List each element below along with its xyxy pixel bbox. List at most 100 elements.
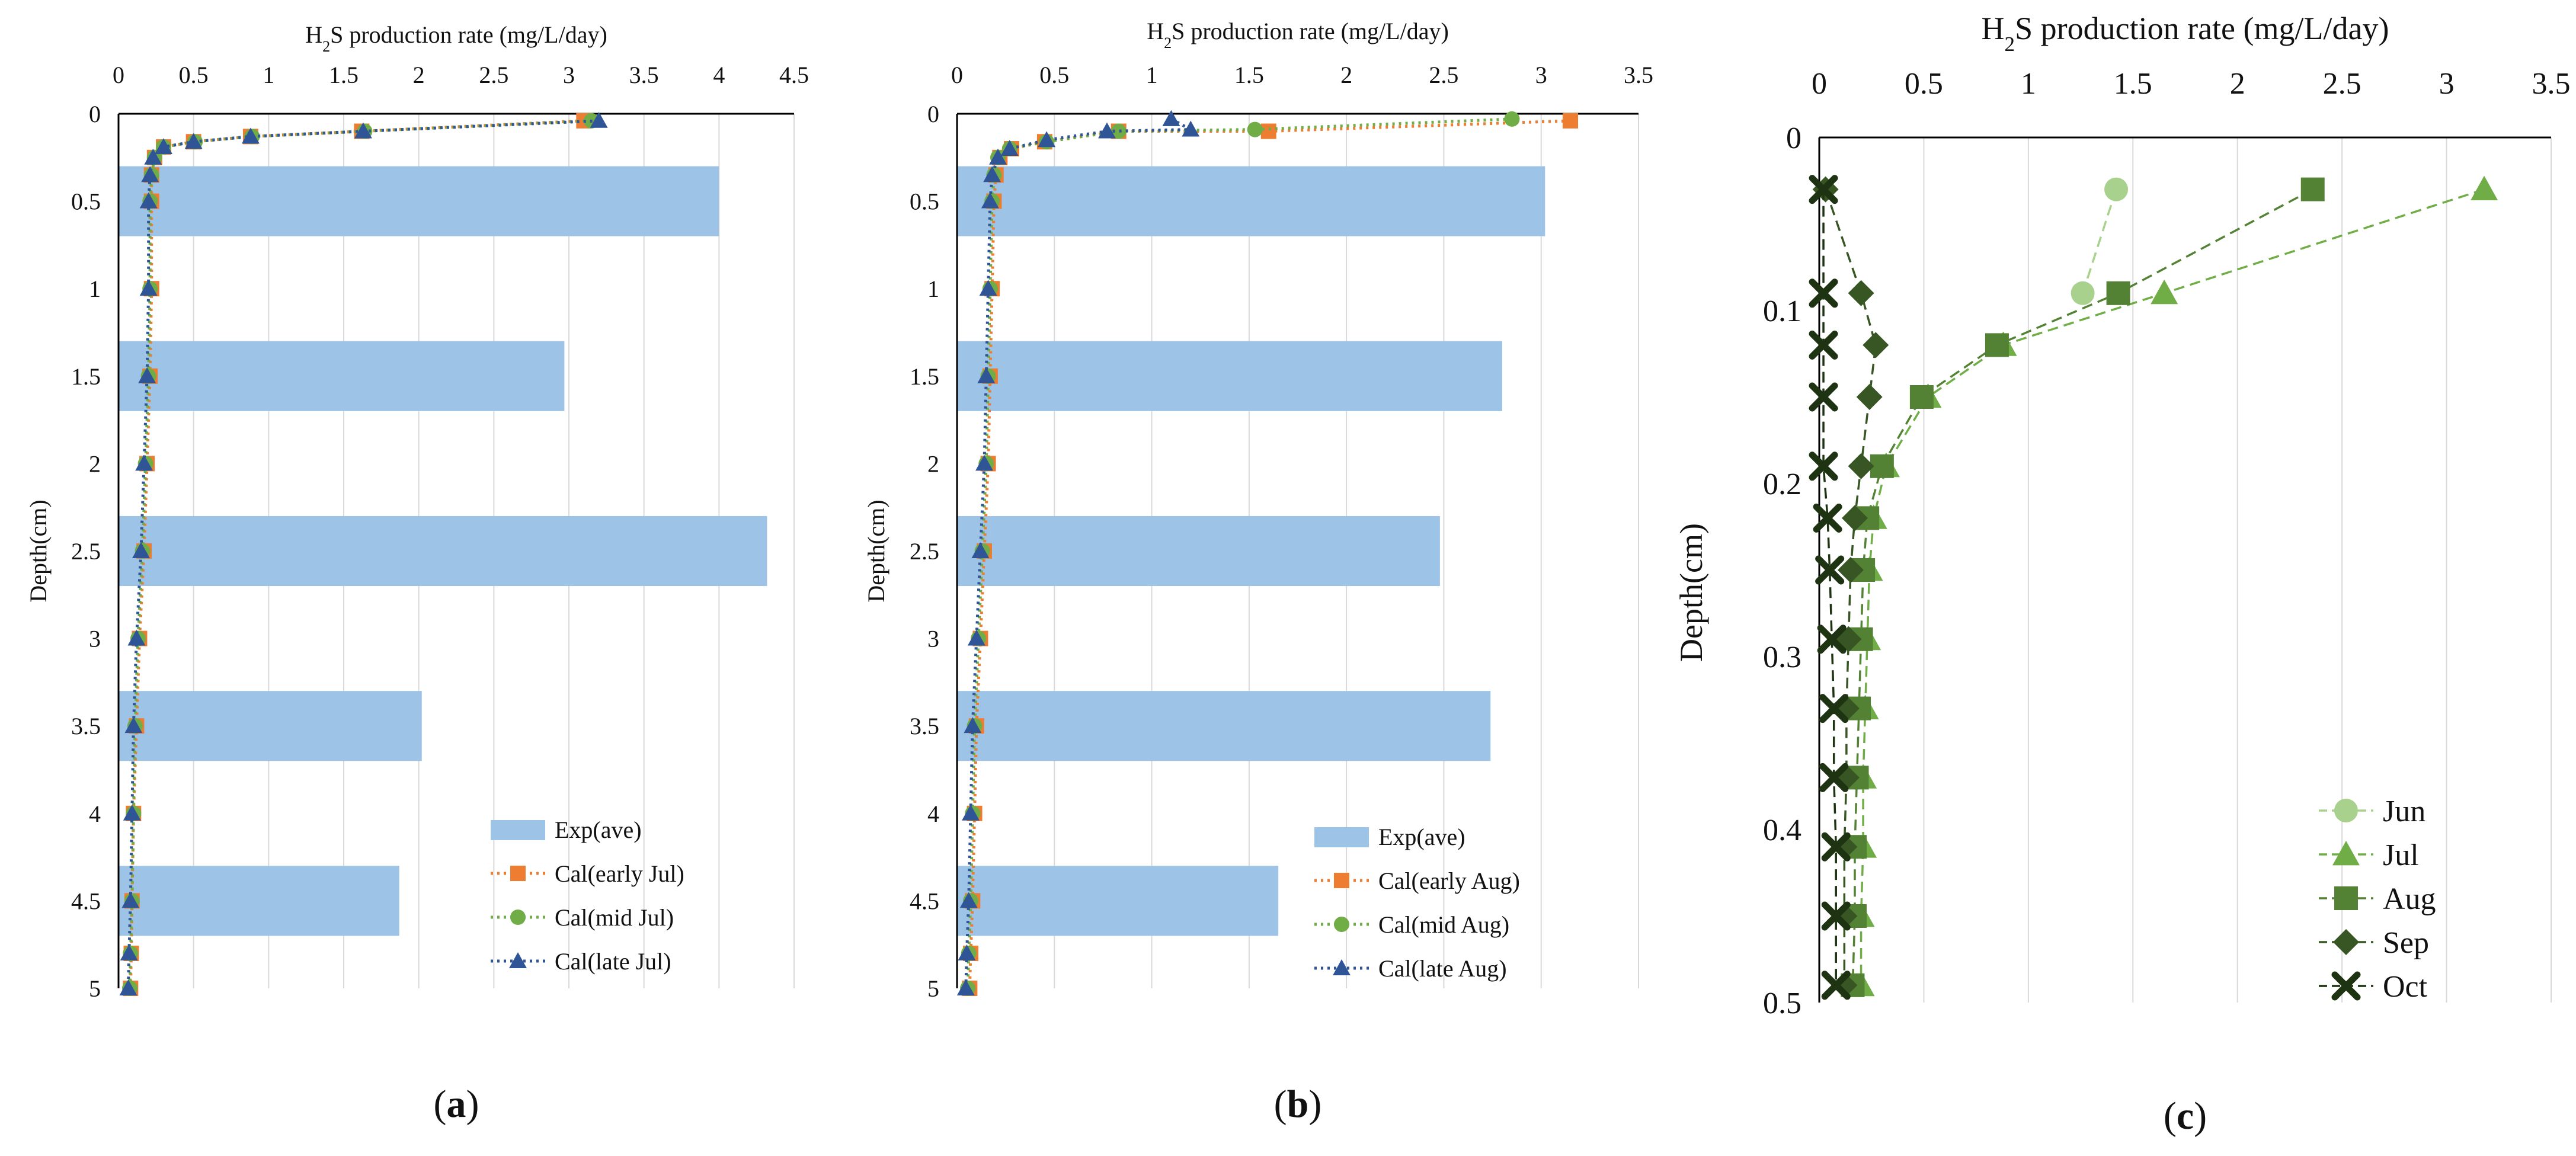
chart-title: H2S production rate (mg/L/day) xyxy=(1147,18,1449,52)
legend-label: Cal(mid Jul) xyxy=(555,904,674,931)
exp-bar xyxy=(957,515,1440,587)
data-point xyxy=(2300,177,2325,201)
data-point xyxy=(1817,625,1847,654)
data-point xyxy=(971,542,990,558)
data-point xyxy=(959,892,978,908)
y-tick-label: 3 xyxy=(89,626,101,652)
y-tick-label: 4.5 xyxy=(910,888,939,914)
exp-bar xyxy=(119,866,399,936)
data-point xyxy=(135,454,153,471)
data-point xyxy=(2471,175,2498,200)
legend: Jun Jul Aug Sep Oct xyxy=(2319,795,2436,1004)
panel-c: 0 0.5 1 1.5 2 2.5 3 3.5 0 0.1 0.2 0.3 0.4 0.5 H2S prod… xyxy=(1673,11,2571,1138)
x-tick-label: 1.5 xyxy=(1234,62,1264,88)
data-point xyxy=(962,804,980,821)
y-axis-label: Depth(cm) xyxy=(1673,523,1709,662)
y-axis-label: Depth(cm) xyxy=(25,499,52,602)
exp-bar xyxy=(119,691,422,761)
legend-marker xyxy=(2332,841,2360,866)
data-point xyxy=(2106,281,2130,305)
x-tick-label: 3.5 xyxy=(1624,62,1653,88)
data-point xyxy=(354,122,372,139)
data-point xyxy=(241,127,260,144)
exp-bar xyxy=(957,341,1502,411)
legend-label: Cal(mid Aug) xyxy=(1378,911,1509,938)
data-point xyxy=(958,944,976,960)
y-axis-label: Depth(cm) xyxy=(863,499,889,602)
data-point xyxy=(2151,279,2178,305)
data-point xyxy=(1813,503,1842,533)
data-point xyxy=(1819,763,1849,792)
y-tick-label: 0 xyxy=(927,101,939,127)
legend-marker xyxy=(510,866,526,881)
x-tick-label: 2.5 xyxy=(1429,62,1458,88)
legend-swatch xyxy=(1314,827,1369,847)
data-point xyxy=(1848,280,1874,306)
data-point xyxy=(977,367,996,383)
series-line-cal-late-jul- xyxy=(126,119,599,989)
data-point xyxy=(132,542,150,558)
legend-marker xyxy=(1334,873,1349,888)
data-point xyxy=(1809,330,1838,360)
data-point xyxy=(1809,175,1838,204)
data-point xyxy=(141,166,159,182)
y-tick-label: 1.5 xyxy=(910,363,939,390)
y-tick-label: 2.5 xyxy=(71,538,101,565)
data-point xyxy=(1831,903,1858,929)
x-tick-label: 4 xyxy=(713,62,725,88)
x-tick-label: 3 xyxy=(1535,62,1547,88)
x-tick-label: 3 xyxy=(563,62,575,88)
data-point xyxy=(956,979,975,995)
data-point xyxy=(1809,278,1838,308)
panel-label: (b) xyxy=(1274,1083,1322,1126)
data-point xyxy=(184,133,203,149)
legend: Exp(ave) Cal(early Jul) Cal(mid Jul) Cal(la… xyxy=(491,816,684,975)
x-tick-label: 0 xyxy=(1812,67,1827,101)
data-point xyxy=(1837,557,1864,583)
chart-title: H2S production rate (mg/L/day) xyxy=(305,21,607,55)
legend-marker xyxy=(2331,971,2361,1001)
chart-title: H2S production rate (mg/L/day) xyxy=(1982,11,2389,56)
data-point xyxy=(1504,111,1520,127)
y-tick-label: 0.5 xyxy=(1763,987,1801,1020)
legend: Exp(ave) Cal(early Aug) Cal(mid Aug) Cal(la… xyxy=(1314,824,1520,982)
legend-marker xyxy=(509,952,527,968)
y-tick-label: 3 xyxy=(927,626,939,652)
data-point xyxy=(1000,140,1019,156)
y-tick-label: 0.5 xyxy=(910,188,939,215)
y-tick-label: 1 xyxy=(89,276,101,302)
legend-label: Jun xyxy=(2383,795,2425,828)
data-point xyxy=(964,717,982,734)
x-tick-label: 0.5 xyxy=(1905,67,1943,101)
legend-label: Exp(ave) xyxy=(1378,824,1465,850)
data-point xyxy=(1563,113,1578,129)
x-tick-label: 4.5 xyxy=(779,62,809,88)
data-point xyxy=(1162,110,1180,126)
data-point xyxy=(1819,694,1849,723)
data-point xyxy=(590,111,608,128)
data-point xyxy=(138,367,156,383)
data-point xyxy=(981,192,999,209)
y-tick-label: 4 xyxy=(927,800,939,827)
data-point xyxy=(1909,385,1934,409)
data-point xyxy=(1098,122,1116,139)
x-tick-label: 2 xyxy=(413,62,425,88)
data-point xyxy=(144,148,162,165)
legend-label: Oct xyxy=(2383,970,2428,1004)
legend-label: Cal(late Aug) xyxy=(1378,955,1507,982)
data-point xyxy=(2104,177,2129,201)
y-tick-label: 0 xyxy=(89,101,101,127)
legend-label: Jul xyxy=(2383,838,2419,872)
data-point xyxy=(1856,384,1883,410)
series-line-aug xyxy=(1851,188,2313,985)
exp-bar xyxy=(119,166,719,236)
legend-label: Cal(late Jul) xyxy=(555,948,671,975)
data-point xyxy=(119,979,137,995)
legend-marker xyxy=(510,910,526,925)
legend-marker xyxy=(2334,886,2358,910)
y-tick-label: 5 xyxy=(89,975,101,1002)
x-tick-label: 0.5 xyxy=(1039,62,1069,88)
data-point xyxy=(1821,901,1851,931)
y-tick-label: 0.4 xyxy=(1763,814,1801,847)
